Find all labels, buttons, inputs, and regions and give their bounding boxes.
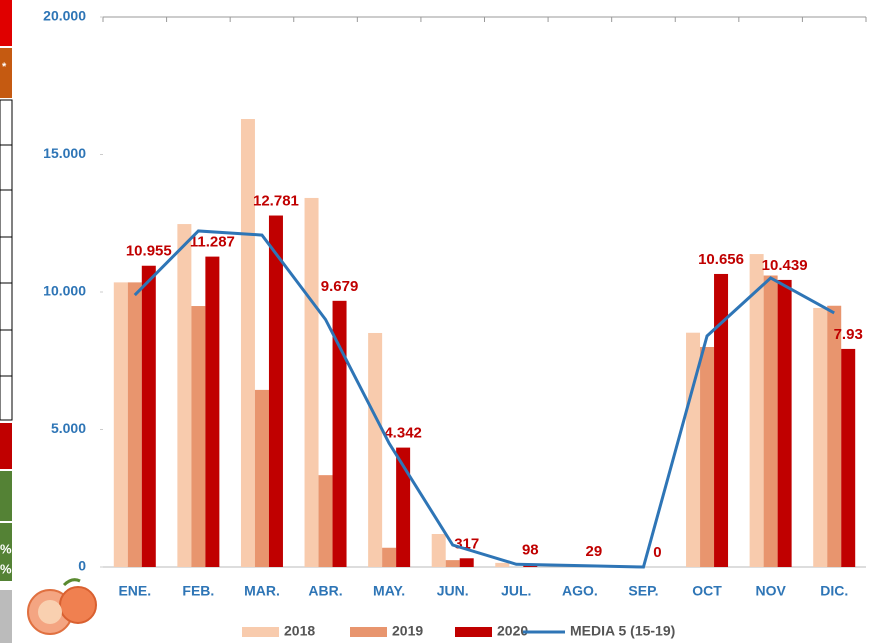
y-tick-label: 15.000 — [43, 145, 86, 161]
bar — [240, 119, 255, 568]
bar — [368, 332, 383, 567]
x-tick-label: FEB. — [182, 583, 214, 599]
bar — [686, 332, 701, 567]
side-label: % — [0, 541, 12, 556]
value-label: 12.781 — [253, 192, 299, 209]
bar — [177, 224, 192, 567]
value-label: 29 — [586, 543, 603, 560]
bar — [113, 282, 128, 567]
bar — [749, 254, 764, 568]
bar — [841, 348, 856, 567]
bar — [127, 282, 142, 567]
bar — [827, 305, 842, 567]
bar — [459, 558, 474, 567]
legend-label: MEDIA 5 (15-19) — [570, 623, 675, 639]
left-panel: * % % — [0, 0, 97, 643]
x-tick-label: JUL. — [501, 583, 531, 599]
bar — [268, 215, 283, 567]
bar — [141, 265, 156, 567]
bar — [813, 307, 828, 567]
value-label: 9.679 — [321, 278, 359, 295]
x-tick-label: MAR. — [244, 583, 280, 599]
x-tick-label: AGO. — [562, 583, 598, 599]
legend-swatch — [242, 627, 279, 637]
bar — [382, 547, 397, 567]
bar — [431, 534, 446, 567]
legend-swatch — [455, 627, 492, 637]
bar — [396, 447, 411, 567]
x-tick-label: OCT — [692, 583, 722, 599]
value-label: 7.93 — [834, 326, 863, 343]
bar — [205, 256, 220, 567]
bar — [445, 560, 460, 567]
legend-swatch — [350, 627, 387, 637]
y-tick-label: 0 — [78, 558, 86, 574]
side-label: * — [2, 61, 7, 73]
line — [133, 229, 835, 569]
legend-label: 2018 — [284, 623, 315, 639]
x-tick-label: SEP. — [628, 583, 658, 599]
bar — [191, 306, 206, 567]
bar — [700, 347, 715, 567]
legend-label: 2019 — [392, 623, 423, 639]
value-label: 11.287 — [190, 234, 235, 251]
bar — [254, 389, 269, 567]
value-label: 10.656 — [698, 251, 744, 268]
bar — [332, 300, 347, 567]
y-tick-label: 5.000 — [51, 420, 86, 436]
bar — [304, 197, 319, 567]
x-tick-label: ENE. — [118, 583, 151, 599]
bar — [777, 279, 792, 567]
bar — [495, 562, 510, 567]
x-tick-label: JUN. — [437, 583, 469, 599]
x-tick-label: NOV — [755, 583, 786, 599]
value-label: 0 — [653, 544, 661, 561]
value-label: 4.342 — [384, 425, 422, 442]
value-label: 98 — [522, 541, 539, 558]
value-label: 10.955 — [126, 243, 172, 260]
x-tick-label: ABR. — [308, 583, 342, 599]
y-tick-label: 10.000 — [43, 283, 86, 299]
value-label: 10.439 — [762, 257, 808, 274]
bar — [318, 475, 333, 567]
bar — [763, 275, 778, 567]
bar — [714, 273, 729, 567]
x-tick-label: DIC. — [820, 583, 848, 599]
legend-label: 2020 — [497, 623, 528, 639]
side-label: % — [0, 561, 12, 576]
y-tick-label: 20.000 — [43, 8, 86, 24]
x-tick-label: MAY. — [373, 583, 405, 599]
